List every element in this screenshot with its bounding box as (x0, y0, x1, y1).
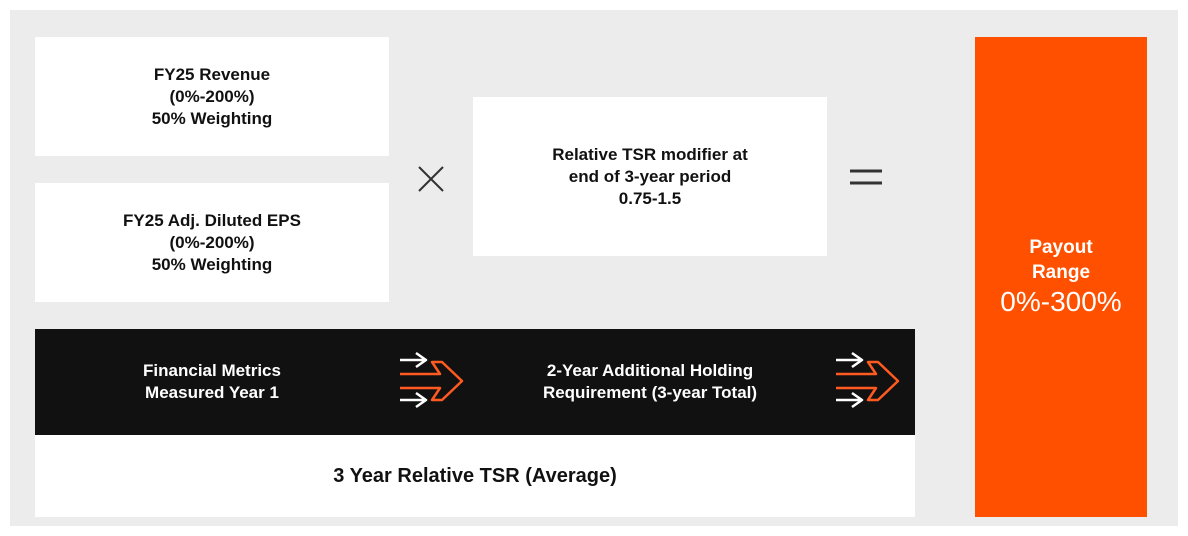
revenue-box: FY25 Revenue (0%-200%) 50% Weighting (35, 37, 389, 156)
footer-bar: 3 Year Relative TSR (Average) (35, 435, 915, 517)
text: (0%-200%) (169, 232, 255, 252)
payout-box: Payout Range 0%-300% (975, 37, 1147, 517)
text: 50% Weighting (151, 254, 273, 274)
text: 2-Year Additional Holding (546, 361, 754, 380)
text: 3 Year Relative TSR (Average) (333, 465, 617, 487)
text: 0%-300% (1000, 286, 1122, 317)
eps-box: FY25 Adj. Diluted EPS (0%-200%) 50% Weig… (35, 183, 389, 302)
text: Requirement (3-year Total) (542, 383, 758, 402)
arrow-icon (400, 351, 464, 409)
timeline-bar (35, 329, 915, 435)
times-icon (418, 166, 444, 192)
text: Payout (1029, 237, 1093, 258)
text: Financial Metrics (143, 361, 281, 380)
timeline-step: Financial Metrics Measured Year 1 (80, 329, 344, 435)
text: FY25 Adj. Diluted EPS (123, 210, 301, 230)
text: end of 3-year period (568, 166, 732, 186)
text: 0.75-1.5 (618, 188, 682, 208)
text: Measured Year 1 (145, 383, 279, 402)
text: (0%-200%) (169, 86, 255, 106)
text: FY25 Revenue (153, 64, 271, 84)
arrow-icon (836, 351, 900, 409)
text: Relative TSR modifier at (552, 144, 748, 164)
text: Range (1031, 262, 1091, 283)
tsr-modifier-box: Relative TSR modifier at end of 3-year p… (473, 97, 827, 256)
text: 50% Weighting (151, 108, 273, 128)
equals-icon (850, 169, 882, 185)
timeline-step: 2-Year Additional Holding Requirement (3… (490, 329, 810, 435)
